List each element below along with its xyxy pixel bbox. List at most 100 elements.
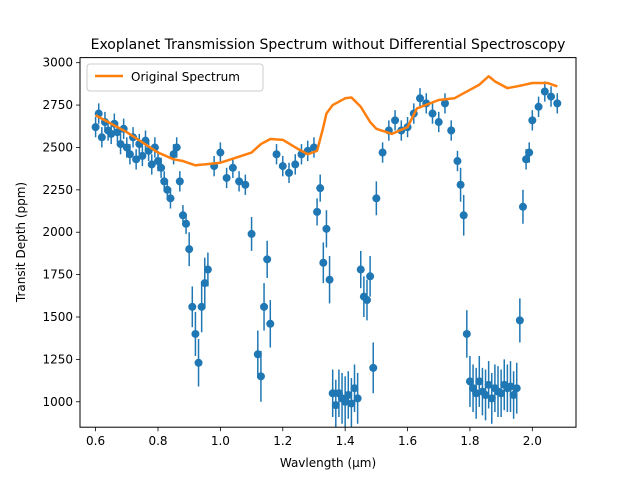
legend: Original Spectrum <box>86 63 264 92</box>
y-tick-label: 2500 <box>42 140 73 154</box>
data-point <box>391 116 400 125</box>
data-point <box>534 102 543 111</box>
data-point <box>291 160 300 169</box>
data-point <box>512 384 521 393</box>
data-point <box>528 116 537 125</box>
data-point <box>247 229 256 238</box>
data-point <box>350 384 359 393</box>
data-point <box>328 389 337 398</box>
data-point <box>472 389 481 398</box>
data-point <box>203 265 212 274</box>
data-point <box>266 319 275 328</box>
x-tick-label: 1.2 <box>273 434 292 448</box>
data-point <box>272 150 281 159</box>
data-point <box>481 390 490 399</box>
data-point <box>366 272 375 281</box>
data-point <box>459 211 468 220</box>
data-point <box>372 194 381 203</box>
data-point <box>540 87 549 96</box>
x-axis: 0.6 0.8 1.0 1.2 1.4 1.6 1.8 2.0 <box>86 427 542 448</box>
data-point <box>416 94 425 103</box>
chart-title: Exoplanet Transmission Spectrum without … <box>91 37 566 53</box>
x-axis-label: Wavlength (μm) <box>280 456 376 470</box>
data-point <box>157 163 166 172</box>
data-point <box>241 180 250 189</box>
y-tick-label: 3000 <box>42 56 73 70</box>
data-point <box>353 394 362 403</box>
data-point <box>191 329 200 338</box>
data-point <box>316 184 325 193</box>
y-axis: 1000 1250 1500 1750 2000 2250 2500 2750 3000 <box>42 56 80 409</box>
data-point <box>138 151 147 160</box>
y-tick-label: 1500 <box>42 310 73 324</box>
data-point <box>147 160 156 169</box>
data-point <box>356 265 365 274</box>
data-point <box>362 296 371 305</box>
data-point <box>428 109 437 118</box>
data-point <box>228 163 237 172</box>
data-point <box>160 177 169 186</box>
data-point <box>197 302 206 311</box>
data-point <box>163 185 172 194</box>
data-point <box>319 258 328 267</box>
data-point <box>347 399 356 408</box>
data-point <box>453 157 462 166</box>
data-point <box>322 224 331 233</box>
x-tick-label: 1.6 <box>398 434 417 448</box>
data-point <box>325 275 334 284</box>
data-point <box>166 194 175 203</box>
data-point <box>344 390 353 399</box>
data-point <box>263 255 272 264</box>
data-point <box>178 211 187 220</box>
data-point <box>175 177 184 186</box>
plot-frame <box>79 57 577 428</box>
y-axis-label: Transit Depth (ppm) <box>14 182 28 303</box>
data-point <box>169 150 178 159</box>
data-point <box>553 99 562 108</box>
data-point <box>462 329 471 338</box>
data-point <box>331 401 340 410</box>
data-point <box>378 148 387 157</box>
original-spectrum-line <box>95 75 558 167</box>
data-point <box>369 363 378 372</box>
data-point <box>91 123 100 132</box>
data-point <box>487 394 496 403</box>
data-point <box>525 148 534 157</box>
data-point-layer <box>91 87 562 410</box>
x-tick-label: 2.0 <box>523 434 542 448</box>
model-line-layer <box>95 75 558 167</box>
data-point <box>222 173 231 182</box>
y-tick-label: 2000 <box>42 225 73 239</box>
data-point <box>278 162 287 171</box>
data-point <box>440 99 449 108</box>
data-point <box>256 372 265 381</box>
data-point <box>253 350 262 359</box>
x-tick-label: 1.8 <box>460 434 479 448</box>
data-point <box>518 202 527 211</box>
data-point <box>116 140 125 149</box>
data-point <box>447 126 456 135</box>
data-point <box>456 180 465 189</box>
data-point <box>107 129 116 138</box>
y-tick-label: 1750 <box>42 268 73 282</box>
data-point <box>172 143 181 152</box>
data-point <box>182 219 191 228</box>
x-tick-label: 0.6 <box>86 434 105 448</box>
y-tick-label: 2750 <box>42 98 73 112</box>
data-point <box>200 279 209 288</box>
data-point <box>97 133 106 142</box>
data-point <box>506 382 515 391</box>
data-point <box>484 380 493 389</box>
data-point <box>113 128 122 137</box>
x-tick-label: 1.0 <box>211 434 230 448</box>
legend-label-original-spectrum: Original Spectrum <box>131 70 240 84</box>
data-point <box>475 377 484 386</box>
data-point <box>309 143 318 152</box>
y-tick-label: 1250 <box>42 352 73 366</box>
data-point <box>509 390 518 399</box>
data-point <box>132 155 141 164</box>
data-point <box>547 92 556 101</box>
data-point <box>216 148 225 157</box>
y-tick-label: 1000 <box>42 395 73 409</box>
